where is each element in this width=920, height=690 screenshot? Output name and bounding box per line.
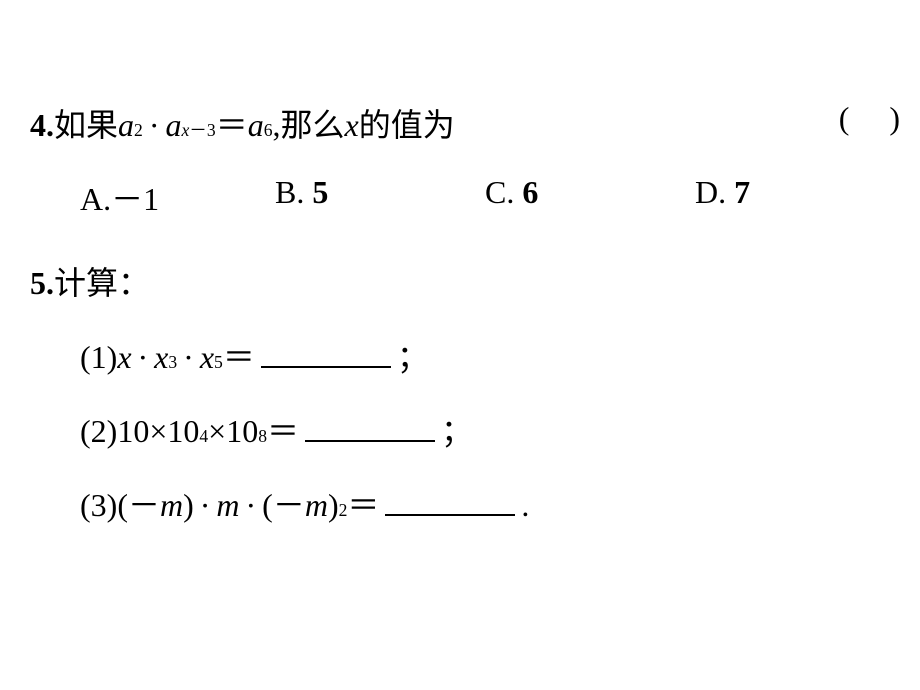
worksheet-content: 4. 如果 a2 · ax－3 ＝ a6 ,那么 x 的值为 ( ) A. －1… bbox=[30, 100, 900, 554]
option-b: B. 5 bbox=[275, 174, 485, 220]
answer-paren: ( ) bbox=[839, 100, 900, 137]
option-c: C. 6 bbox=[485, 174, 695, 220]
q5-2-eq: ＝ bbox=[267, 406, 299, 452]
q5-1-label: (1) bbox=[80, 339, 117, 376]
q5-3-m2: m bbox=[216, 487, 239, 524]
paren-open: ( bbox=[839, 100, 890, 137]
q5-3-blank bbox=[385, 485, 515, 516]
q5-1-semi: ； bbox=[397, 332, 429, 378]
q5-3-neg1: － bbox=[128, 480, 160, 526]
question-4: 4. 如果 a2 · ax－3 ＝ a6 ,那么 x 的值为 ( ) bbox=[30, 100, 900, 146]
q5-part-3: (3) ( － m ) · m · ( － m )2 ＝ . bbox=[80, 480, 900, 526]
q4-x: x bbox=[345, 107, 359, 144]
q5-3-open2: ( bbox=[262, 487, 273, 524]
q4-dot1: · bbox=[143, 107, 166, 144]
option-d: D. 7 bbox=[695, 174, 750, 220]
q5-2-t1: 10 bbox=[117, 413, 149, 450]
q4-a2: a bbox=[165, 107, 181, 144]
q5-3-eq: ＝ bbox=[347, 480, 379, 526]
q5-3-period: . bbox=[521, 487, 529, 524]
q5-part-2: (2) 10 × 104 × 108 ＝ ； bbox=[80, 406, 900, 452]
q4-eq: ＝ bbox=[216, 100, 248, 146]
option-c-value: 6 bbox=[522, 174, 538, 211]
option-a-label: A. bbox=[80, 181, 111, 218]
q5-part-1: (1) x · x3 · x5 ＝ ； bbox=[80, 332, 900, 378]
option-c-label: C. bbox=[485, 174, 514, 211]
q5-3-label: (3) bbox=[80, 487, 117, 524]
q5-2-times1: × bbox=[149, 413, 167, 450]
q5-3-close1: ) bbox=[183, 487, 194, 524]
q4-number: 4. bbox=[30, 107, 54, 144]
option-a-value: －1 bbox=[111, 174, 159, 220]
q5-3-m1: m bbox=[160, 487, 183, 524]
q4-mid-text: ,那么 bbox=[273, 100, 345, 146]
q5-1-blank bbox=[261, 337, 391, 368]
q5-1-eq: ＝ bbox=[223, 332, 255, 378]
q5-3-m3: m bbox=[305, 487, 328, 524]
question-5-header: 5. 计算： bbox=[30, 258, 900, 304]
q4-post-text: 的值为 bbox=[359, 100, 455, 146]
q5-3-close2: ) bbox=[328, 487, 339, 524]
option-a: A. －1 bbox=[80, 174, 275, 220]
option-d-label: D. bbox=[695, 174, 726, 211]
q5-2-semi: ； bbox=[441, 406, 473, 452]
q5-2-times2: × bbox=[208, 413, 226, 450]
option-b-value: 5 bbox=[312, 174, 328, 211]
q5-2-label: (2) bbox=[80, 413, 117, 450]
q5-1-dot2: · bbox=[177, 339, 200, 376]
q5-3-neg2: － bbox=[273, 480, 305, 526]
q5-2-t2: 10 bbox=[167, 413, 199, 450]
q5-3-dot1: · bbox=[194, 487, 217, 524]
q4-a1: a bbox=[118, 107, 134, 144]
q5-1-x3: x bbox=[200, 339, 214, 376]
q5-number: 5. bbox=[30, 265, 54, 302]
q5-3-dot2: · bbox=[240, 487, 263, 524]
q4-options: A. －1 B. 5 C. 6 D. 7 bbox=[80, 174, 900, 220]
q5-3-open1: ( bbox=[117, 487, 128, 524]
q5-1-dot1: · bbox=[132, 339, 155, 376]
option-b-label: B. bbox=[275, 174, 304, 211]
paren-close: ) bbox=[889, 100, 900, 137]
q4-a3: a bbox=[248, 107, 264, 144]
q5-1-x2: x bbox=[154, 339, 168, 376]
q4-pre-text: 如果 bbox=[54, 100, 118, 146]
q5-2-blank bbox=[305, 411, 435, 442]
q5-text: 计算： bbox=[54, 258, 150, 304]
q5-2-t3: 10 bbox=[226, 413, 258, 450]
option-d-value: 7 bbox=[734, 174, 750, 211]
q4-stem: 4. 如果 a2 · ax－3 ＝ a6 ,那么 x 的值为 bbox=[30, 100, 455, 146]
q5-1-x1: x bbox=[117, 339, 131, 376]
